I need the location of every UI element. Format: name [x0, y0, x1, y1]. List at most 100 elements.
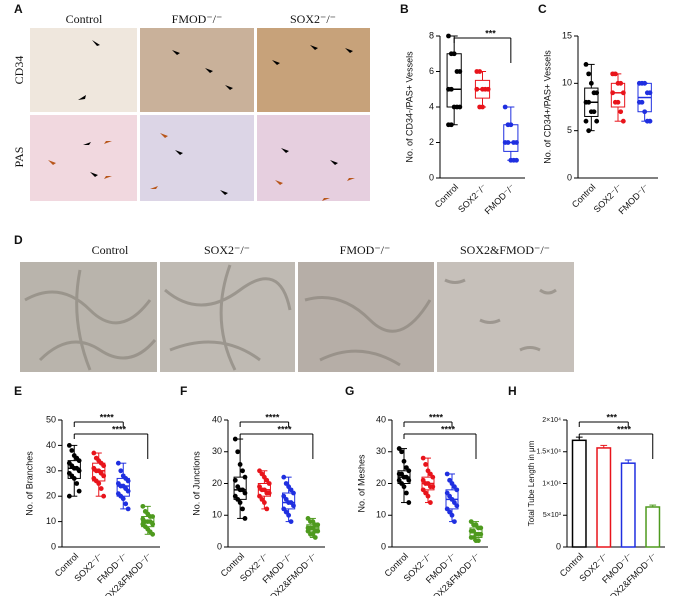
y-tick-label: 0	[381, 541, 386, 551]
image	[30, 28, 137, 112]
data-point	[639, 99, 645, 105]
data-point	[242, 490, 248, 496]
data-point	[101, 493, 107, 499]
box	[503, 124, 519, 152]
data-point	[150, 531, 156, 537]
data-point	[451, 51, 457, 57]
data-point	[586, 99, 592, 105]
y-tick-label: 6	[429, 66, 434, 76]
data-point	[586, 71, 592, 77]
panel-letter: D	[14, 233, 23, 247]
row-label: CD34	[12, 56, 26, 85]
data-point	[610, 90, 616, 96]
data-point	[448, 122, 454, 128]
data-point	[428, 500, 433, 505]
data-point	[118, 468, 124, 474]
y-tick-label: 10	[212, 510, 222, 520]
y-tick-label: 5	[567, 125, 572, 135]
box	[446, 53, 462, 108]
y-tick-label: 0	[567, 172, 572, 182]
row-label: PAS	[12, 147, 26, 168]
y-tick-label: 40	[376, 414, 386, 424]
arrows	[78, 40, 353, 195]
y-tick-label: 8	[429, 30, 434, 40]
data-point	[232, 436, 238, 442]
data-point	[480, 104, 485, 110]
y-tick-label: 40	[212, 414, 222, 424]
data-point	[125, 506, 131, 512]
data-point	[401, 458, 407, 464]
data-point	[242, 516, 248, 521]
data-point	[514, 157, 519, 163]
y-tick-label: 30	[376, 446, 386, 456]
data-point	[71, 476, 77, 481]
panel-letter: A	[14, 2, 23, 16]
y-axis-label: No. of CD34+/PAS+ Vessels	[542, 50, 552, 164]
data-point	[76, 458, 82, 464]
data-point	[291, 503, 296, 509]
image	[257, 115, 370, 201]
y-axis-label: No. of Junctions	[191, 451, 201, 516]
image	[140, 115, 254, 201]
data-point	[478, 525, 484, 531]
column-label: Control	[66, 12, 103, 26]
data-point	[612, 71, 618, 77]
significance: ***	[485, 28, 496, 38]
y-axis-label: No. of CD34-/PAS+ Vessels	[404, 51, 414, 163]
data-point	[454, 487, 460, 493]
data-point	[647, 118, 653, 124]
data-point	[264, 506, 270, 512]
data-point	[150, 514, 156, 519]
data-point	[615, 99, 621, 105]
data-point	[425, 493, 431, 499]
data-point	[140, 503, 146, 509]
data-point	[406, 477, 412, 483]
y-tick-label: 0	[217, 541, 222, 551]
image	[140, 28, 254, 112]
data-point	[69, 448, 75, 453]
data-point	[74, 481, 80, 486]
y-tick-label: 2	[429, 137, 434, 147]
panel-letter: G	[345, 384, 354, 398]
y-tick-label: 10	[562, 78, 572, 88]
data-point	[235, 449, 241, 455]
data-point	[240, 468, 245, 474]
bar	[596, 447, 612, 548]
micrographs-a	[30, 28, 370, 201]
x-tick-label: Control	[433, 182, 461, 210]
data-point	[266, 481, 272, 486]
data-point	[620, 118, 626, 124]
y-tick-label: 4	[429, 101, 434, 111]
image	[257, 28, 370, 112]
data-point	[642, 109, 648, 115]
column-label: SOX2⁻/⁻	[204, 243, 250, 257]
data-point	[477, 69, 483, 74]
panel-letter: C	[538, 2, 547, 16]
data-point	[66, 443, 72, 448]
data-point	[261, 500, 267, 505]
data-point	[91, 450, 97, 456]
data-point	[457, 69, 463, 74]
data-point	[315, 528, 321, 534]
data-point	[594, 118, 600, 124]
significance: ****	[441, 424, 456, 434]
data-point	[76, 488, 82, 494]
arrows	[48, 133, 355, 201]
y-tick-label: 20	[46, 491, 56, 501]
data-point	[452, 519, 457, 524]
data-point	[454, 503, 460, 509]
significance: ****	[429, 412, 444, 422]
box	[116, 477, 130, 497]
column-label: SOX2⁻/⁻	[290, 12, 336, 26]
panel-letter: H	[508, 384, 517, 398]
y-tick-label: 10	[46, 516, 56, 526]
data-point	[586, 128, 592, 134]
data-point	[423, 462, 428, 467]
data-point	[406, 468, 412, 474]
data-point	[240, 506, 245, 512]
data-point	[449, 512, 455, 518]
y-tick-label: 1.5×10⁴	[536, 449, 561, 456]
data-point	[76, 468, 82, 474]
data-point	[232, 477, 238, 483]
